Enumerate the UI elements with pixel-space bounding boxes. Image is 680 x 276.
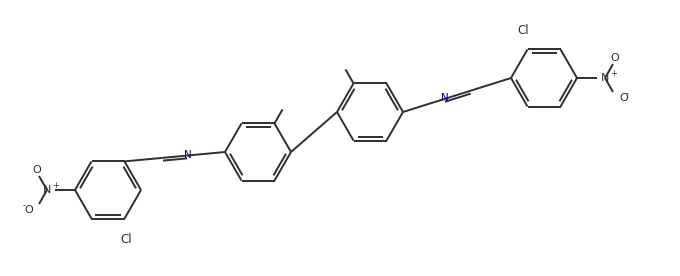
Text: -: - — [23, 201, 26, 211]
Text: N: N — [601, 73, 609, 83]
Text: Cl: Cl — [517, 24, 529, 38]
Text: +: + — [52, 182, 59, 190]
Text: N: N — [441, 93, 449, 103]
Text: O: O — [24, 205, 33, 215]
Text: Cl: Cl — [120, 233, 133, 246]
Text: -: - — [626, 89, 629, 99]
Text: +: + — [610, 70, 617, 78]
Text: N: N — [184, 150, 192, 160]
Text: O: O — [33, 165, 41, 175]
Text: O: O — [619, 93, 628, 103]
Text: O: O — [611, 53, 619, 63]
Text: N: N — [43, 185, 51, 195]
